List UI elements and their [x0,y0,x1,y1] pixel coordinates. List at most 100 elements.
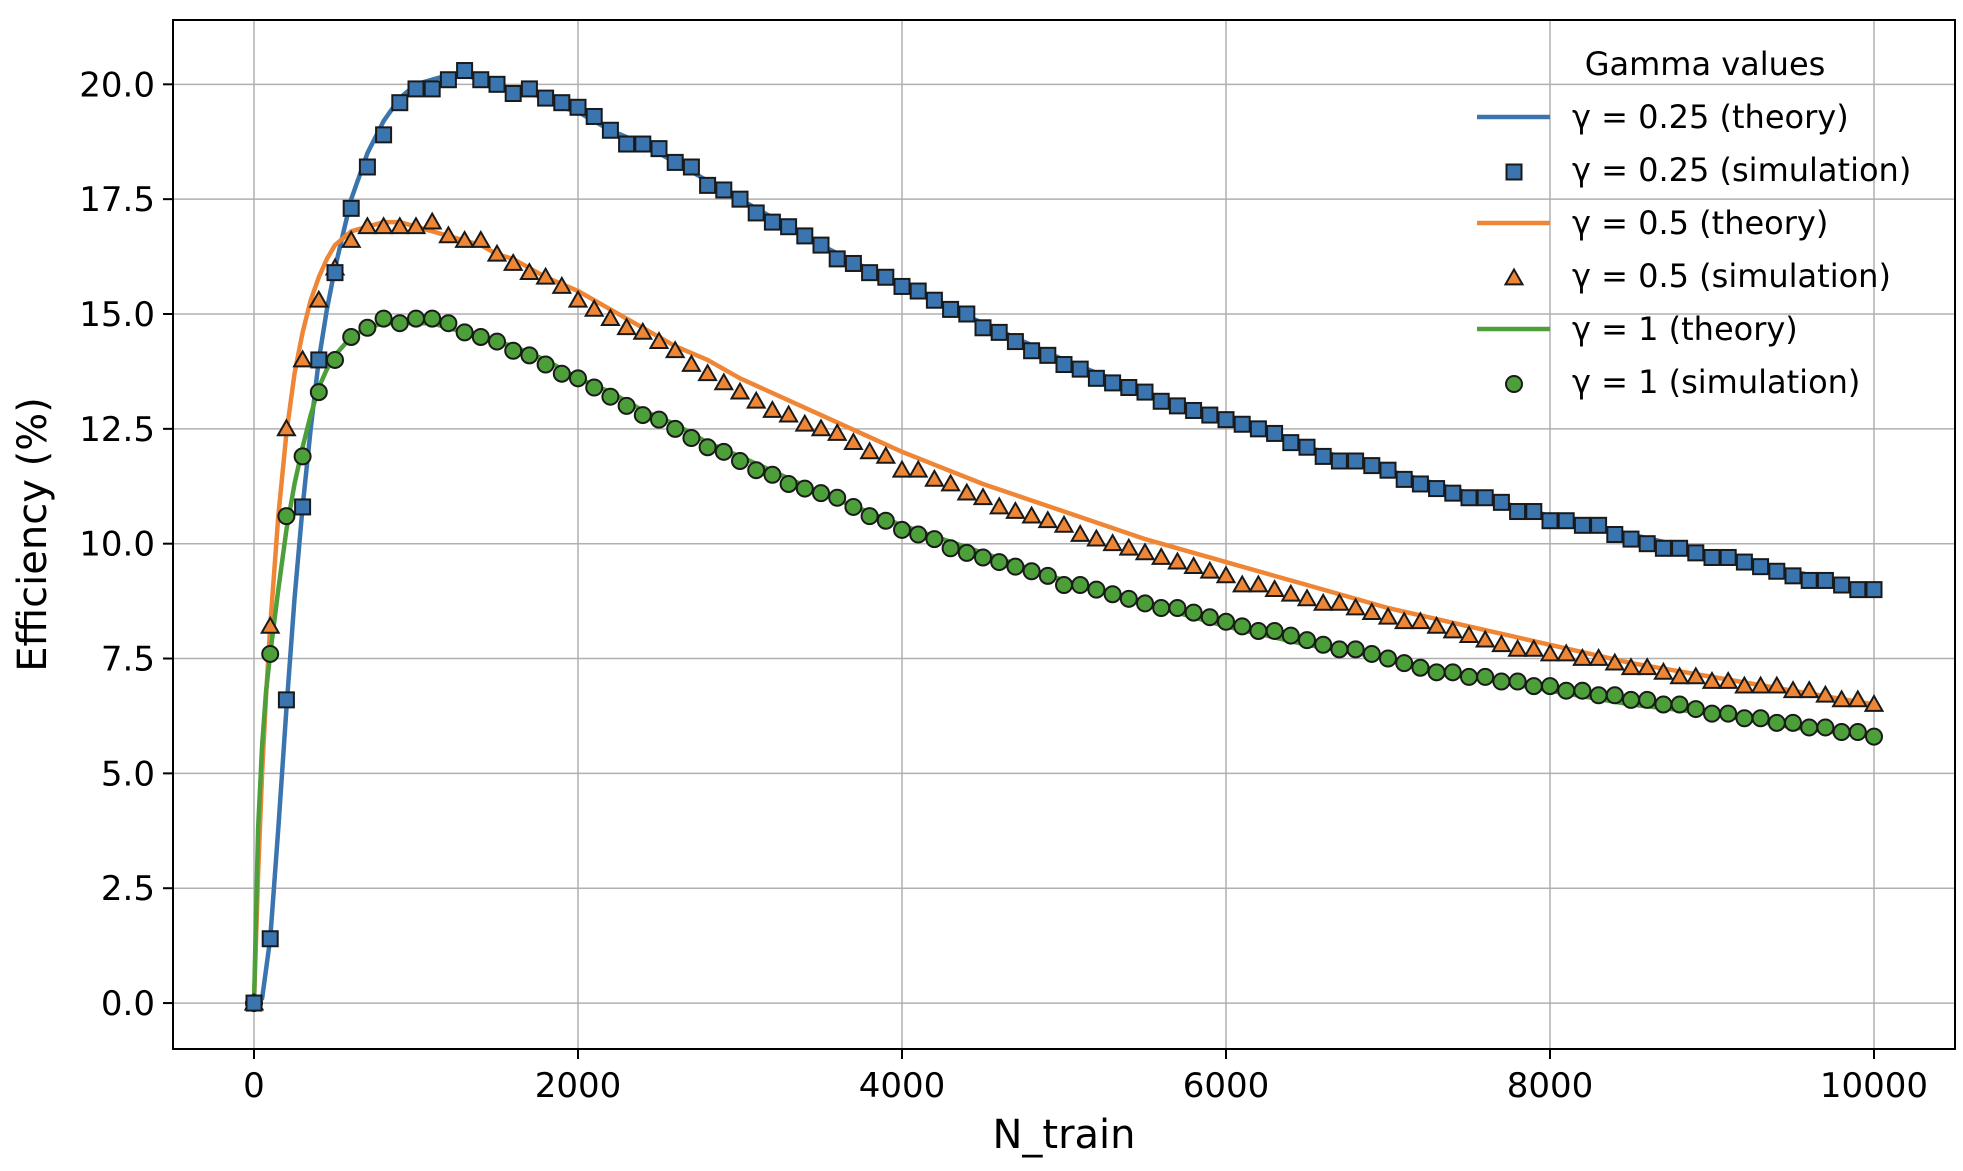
simulation-point [488,332,506,351]
simulation-point [407,309,425,328]
simulation-point [1200,608,1219,627]
simulation-point [941,539,960,558]
legend-entry: γ = 0.5 (simulation) [1503,257,1891,295]
y-tick-label: 2.5 [101,869,155,909]
simulation-point [1654,539,1672,557]
simulation-point [618,135,636,153]
simulation-point [326,350,344,369]
simulation-point [1411,475,1429,493]
simulation-point [535,266,556,285]
simulation-point [681,354,702,372]
simulation-point [504,341,523,360]
simulation-point [974,548,992,567]
simulation-point [407,80,425,98]
simulation-point [326,264,344,282]
legend-label: γ = 0.5 (theory) [1572,204,1828,242]
simulation-point [520,80,538,98]
simulation-point [1622,690,1640,709]
simulation-point [1766,675,1788,694]
simulation-point [861,264,879,282]
simulation-point [1717,670,1739,689]
simulation-point [1622,530,1640,548]
simulation-point [374,309,393,328]
simulation-point [277,507,296,526]
simulation-point [1460,667,1478,686]
simulation-point [713,372,735,391]
simulation-point [1395,654,1414,673]
simulation-point [1798,680,1820,699]
simulation-point [698,438,717,457]
simulation-point [456,62,474,80]
simulation-point [972,487,994,506]
y-tick-label: 0.0 [101,984,155,1024]
simulation-point [1604,652,1626,671]
simulation-point [600,308,621,326]
simulation-point [259,615,281,634]
y-tick-label: 7.5 [101,640,155,680]
simulation-point [583,298,605,317]
simulation-point [1330,452,1348,470]
simulation-point [245,994,263,1012]
simulation-point [1055,356,1073,374]
simulation-point [1590,516,1608,534]
y-tick-label: 15.0 [79,295,155,335]
simulation-series-gamma-0_5 [243,211,1885,1011]
simulation-point [1782,680,1804,699]
simulation-point [1849,581,1867,599]
simulation-point [1539,643,1561,662]
simulation-point [1509,503,1527,521]
simulation-point [1541,512,1559,530]
simulation-point [1150,546,1172,565]
simulation-point [342,327,361,346]
simulation-point [1863,693,1885,712]
simulation-point [1636,657,1658,676]
simulation-point [391,94,409,112]
simulation-point [1104,374,1122,392]
simulation-point [1458,625,1480,643]
simulation-point [310,351,328,369]
simulation-point [1053,514,1075,533]
legend-marker-swatch [1503,267,1525,286]
simulation-point [1217,612,1235,631]
simulation-point [1248,574,1269,593]
simulation-point [1816,571,1834,589]
simulation-point [567,289,589,308]
simulation-point [1055,576,1073,595]
simulation-point [682,429,701,448]
simulation-point [891,459,913,478]
simulation-point [1298,631,1316,650]
simulation-point [1669,666,1690,685]
simulation-point [795,479,814,498]
simulation-point [828,250,846,268]
simulation-point [601,387,620,406]
simulation-point [585,378,604,397]
simulation-point [747,204,765,222]
simulation-point [974,319,992,337]
simulation-point [1362,644,1381,663]
simulation-point [308,289,330,308]
simulation-point [1833,576,1851,594]
simulation-point [1346,640,1365,659]
simulation-point [1428,480,1446,498]
simulation-point [1784,713,1802,732]
simulation-point [1168,599,1187,617]
legend-label: γ = 0.25 (simulation) [1572,151,1911,189]
simulation-point [1265,621,1284,640]
simulation-point [1638,690,1657,709]
simulation-point [405,216,427,235]
simulation-point [1086,528,1107,547]
simulation-point [1767,713,1786,732]
simulation-point [470,229,492,248]
simulation-point [812,236,830,254]
simulation-point [877,268,895,286]
legend-entry: γ = 0.25 (theory) [1477,98,1849,136]
simulation-point [1071,576,1090,595]
simulation-point [1557,681,1576,700]
legend-label: γ = 1 (simulation) [1572,363,1860,401]
simulation-point [1183,556,1204,575]
simulation-point [794,413,816,432]
simulation-point [780,218,798,236]
simulation-point [763,465,782,484]
simulation-point [1847,689,1869,708]
simulation-point [1395,470,1413,488]
